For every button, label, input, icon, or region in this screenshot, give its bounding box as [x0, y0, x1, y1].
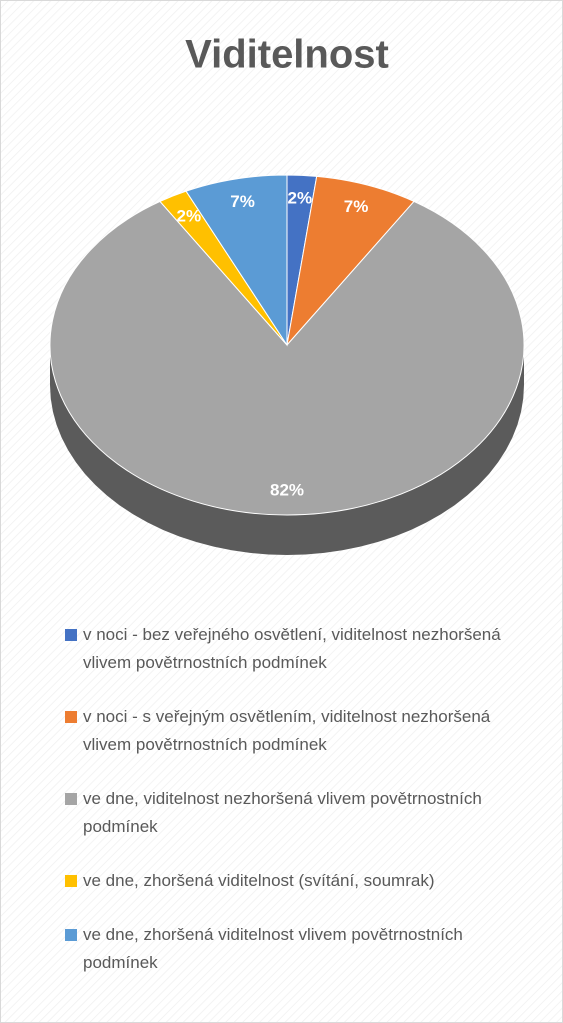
- legend: v noci - bez veřejného osvětlení, vidite…: [65, 621, 535, 1003]
- pie-slice: [286, 175, 415, 347]
- legend-item: v noci - bez veřejného osvětlení, vidite…: [65, 621, 535, 677]
- legend-item: ve dne, viditelnost nezhoršená vlivem po…: [65, 785, 535, 841]
- legend-swatch: [65, 711, 77, 723]
- value-labels: 2% 7% 82% 2% 7%: [177, 189, 369, 500]
- pie-slice: [49, 200, 525, 516]
- pie-side-segment: [50, 345, 524, 555]
- value-label: 7%: [344, 197, 369, 216]
- legend-label: ve dne, zhoršená viditelnost vlivem pově…: [83, 925, 463, 972]
- value-label: 82%: [270, 481, 304, 500]
- pie-slice: [185, 174, 288, 347]
- legend-swatch: [65, 929, 77, 941]
- value-label: 2%: [288, 189, 313, 208]
- chart-title: Viditelnost: [185, 33, 389, 77]
- pie-top: [49, 174, 525, 516]
- legend-item: v noci - s veřejným osvětlením, viditeln…: [65, 703, 535, 759]
- legend-item: ve dne, zhoršená viditelnost vlivem pově…: [65, 921, 535, 977]
- legend-label: v noci - s veřejným osvětlením, viditeln…: [83, 707, 491, 754]
- pie-side: [50, 345, 524, 555]
- value-label: 7%: [230, 192, 255, 211]
- legend-swatch: [65, 793, 77, 805]
- legend-swatch: [65, 875, 77, 887]
- legend-label: v noci - bez veřejného osvětlení, vidite…: [83, 625, 501, 672]
- legend-label: ve dne, viditelnost nezhoršená vlivem po…: [83, 789, 482, 836]
- legend-item: ve dne, zhoršená viditelnost (svítání, s…: [65, 867, 535, 895]
- legend-swatch: [65, 629, 77, 641]
- legend-label: ve dne, zhoršená viditelnost (svítání, s…: [83, 871, 435, 890]
- value-label: 2%: [177, 206, 202, 225]
